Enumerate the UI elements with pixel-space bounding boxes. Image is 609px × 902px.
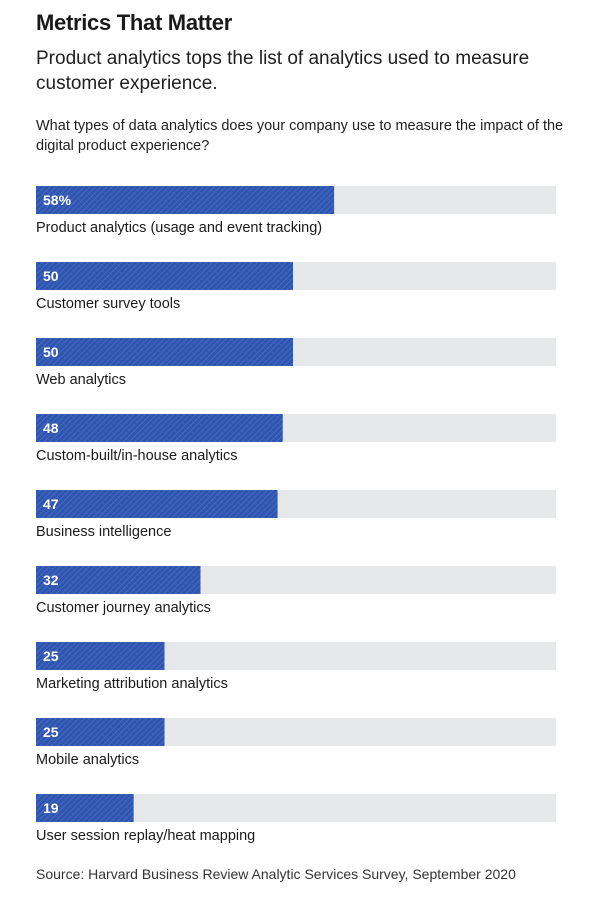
bar-row: 32 Customer journey analytics	[36, 566, 556, 616]
source-note: Source: Harvard Business Review Analytic…	[36, 866, 516, 882]
survey-question: What types of data analytics does your c…	[36, 118, 564, 154]
bar-row: 48 Custom-built/in-house analytics	[36, 414, 556, 464]
bar-row: 19 User session replay/heat mapping	[36, 794, 556, 844]
bar	[36, 338, 293, 366]
category-label: Customer journey analytics	[36, 600, 211, 616]
category-label: Customer survey tools	[36, 296, 180, 312]
chart-title: Metrics That Matter	[36, 10, 233, 35]
bar-value-label: 47	[43, 496, 59, 512]
category-label: Business intelligence	[36, 524, 171, 540]
bar-row: 50 Web analytics	[36, 338, 556, 388]
bar	[36, 490, 278, 518]
bar-value-label: 19	[43, 800, 59, 816]
bar-value-label: 58%	[43, 192, 72, 208]
bar-value-label: 25	[43, 648, 59, 664]
category-label: Product analytics (usage and event track…	[36, 220, 322, 236]
category-label: User session replay/heat mapping	[36, 828, 255, 844]
bar-value-label: 48	[43, 420, 59, 436]
bar-value-label: 50	[43, 268, 59, 284]
chart-subtitle: Product analytics tops the list of analy…	[36, 48, 530, 94]
bar-row: 25 Marketing attribution analytics	[36, 642, 556, 692]
category-label: Marketing attribution analytics	[36, 676, 228, 692]
bar-row: 25 Mobile analytics	[36, 718, 556, 768]
bar-chart: 58% Product analytics (usage and event tr…	[36, 186, 556, 844]
bar-row: 58% Product analytics (usage and event tr…	[36, 186, 556, 236]
bar	[36, 566, 201, 594]
bar	[36, 642, 165, 670]
bar-value-label: 25	[43, 724, 59, 740]
bar	[36, 718, 165, 746]
bar	[36, 186, 335, 214]
bar	[36, 794, 134, 822]
bar-value-label: 50	[43, 344, 59, 360]
bar	[36, 414, 283, 442]
bar-row: 50 Customer survey tools	[36, 262, 556, 312]
category-label: Custom-built/in-house analytics	[36, 448, 237, 464]
category-label: Web analytics	[36, 372, 126, 388]
bar-row: 47 Business intelligence	[36, 490, 556, 540]
bar-value-label: 32	[43, 572, 59, 588]
bar	[36, 262, 293, 290]
category-label: Mobile analytics	[36, 752, 139, 768]
